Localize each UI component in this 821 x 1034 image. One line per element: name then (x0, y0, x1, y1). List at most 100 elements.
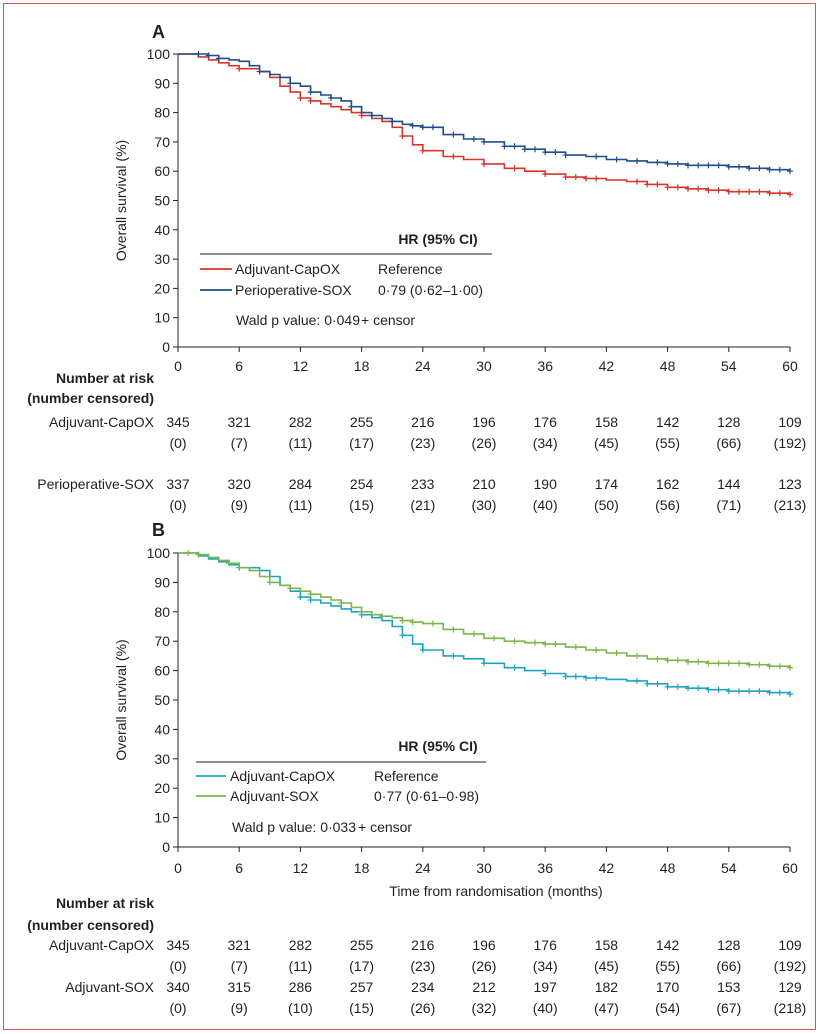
figure-frame (3, 3, 816, 1030)
censor-mark (746, 688, 753, 695)
censored-value: (11) (288, 497, 312, 513)
censor-mark (674, 160, 681, 167)
x-tick-label: 60 (782, 358, 798, 374)
at-risk-value: 321 (228, 414, 252, 430)
censor-mark (348, 103, 355, 110)
censor-mark (674, 683, 681, 690)
censor-mark (634, 178, 640, 185)
y-tick-label: 0 (162, 339, 170, 355)
censor-mark (715, 162, 722, 169)
at-risk-value: 216 (411, 414, 435, 430)
censor-mark (715, 686, 722, 693)
censored-value: (9) (231, 497, 248, 513)
censor-mark (358, 112, 365, 119)
y-tick-label: 10 (154, 310, 170, 326)
censor-mark (297, 594, 304, 601)
censor-mark (736, 163, 742, 170)
at-risk-value: 142 (656, 937, 680, 953)
censor-mark (776, 689, 783, 696)
censor-mark (572, 673, 579, 680)
censored-value: (192) (774, 958, 807, 974)
censor-mark (725, 688, 732, 695)
censored-value: (40) (533, 497, 558, 513)
risk-table-subtitle: (number censored) (27, 390, 154, 406)
censor-mark (715, 660, 722, 667)
series-line-1 (178, 552, 791, 668)
censor-mark (705, 187, 712, 194)
censor-mark (450, 626, 457, 633)
y-tick-label: 70 (154, 134, 170, 150)
at-risk-value: 158 (595, 937, 619, 953)
at-risk-value: 233 (411, 476, 435, 492)
censor-mark (399, 617, 406, 624)
censored-value: (26) (410, 1000, 435, 1016)
at-risk-value: 254 (350, 476, 374, 492)
censor-mark (644, 680, 651, 687)
at-risk-value: 286 (289, 979, 313, 995)
censored-value: (56) (655, 497, 680, 513)
censor-mark (695, 162, 702, 169)
at-risk-value: 190 (534, 476, 558, 492)
censored-value: (54) (655, 1000, 680, 1016)
censor-mark (766, 190, 773, 197)
censor-mark (654, 181, 661, 188)
censored-value: (45) (594, 958, 619, 974)
censor-mark (307, 597, 314, 604)
censor-mark (338, 599, 345, 606)
censor-mark (756, 688, 763, 695)
at-risk-value: 337 (166, 476, 190, 492)
censor-mark (593, 175, 600, 182)
legend-label: Perioperative-SOX (235, 282, 352, 298)
censor-mark (664, 160, 671, 167)
censored-value: (17) (349, 958, 374, 974)
censor-mark (511, 165, 518, 172)
censored-value: (40) (533, 1000, 558, 1016)
censor-mark (572, 644, 579, 651)
y-tick-label: 20 (154, 280, 170, 296)
y-tick-label: 60 (154, 163, 170, 179)
at-risk-value: 153 (717, 979, 741, 995)
censor-mark (787, 691, 793, 698)
censor-mark (746, 165, 753, 172)
censor-mark (491, 635, 498, 642)
censor-mark (256, 68, 263, 75)
at-risk-value: 174 (595, 476, 619, 492)
legend-hr: Reference (374, 768, 439, 784)
censor-mark (215, 55, 222, 62)
censor-mark (715, 187, 722, 194)
censor-mark (358, 608, 365, 615)
at-risk-value: 109 (778, 937, 802, 953)
censor-mark (787, 191, 793, 198)
censor-mark (419, 647, 426, 654)
censor-mark (664, 657, 671, 664)
censored-value: (15) (349, 497, 374, 513)
at-risk-value: 284 (289, 476, 313, 492)
censor-mark (562, 673, 569, 680)
censor-mark (634, 652, 640, 659)
censor-mark (725, 188, 732, 195)
censored-value: (0) (169, 958, 186, 974)
censor-mark (430, 124, 436, 131)
censor-mark (685, 685, 691, 692)
censored-value: (55) (655, 958, 680, 974)
censor-mark (705, 162, 712, 169)
x-tick-label: 6 (235, 358, 243, 374)
x-tick-label: 30 (476, 860, 492, 876)
censor-mark (685, 185, 691, 192)
risk-table-title: Number at risk (56, 370, 154, 386)
censor-mark (287, 80, 294, 87)
censor-mark (542, 149, 549, 156)
at-risk-value: 282 (289, 937, 313, 953)
censor-mark (521, 146, 528, 153)
censor-mark (736, 660, 742, 667)
y-tick-label: 100 (147, 545, 171, 561)
censor-mark (287, 585, 294, 592)
x-tick-label: 36 (537, 860, 553, 876)
censor-mark (674, 657, 681, 664)
censor-mark (695, 185, 702, 192)
censor-mark (634, 677, 640, 684)
censor-mark (756, 188, 763, 195)
censor-mark (776, 166, 783, 173)
censor-mark (481, 660, 487, 667)
censor-mark (613, 156, 620, 163)
